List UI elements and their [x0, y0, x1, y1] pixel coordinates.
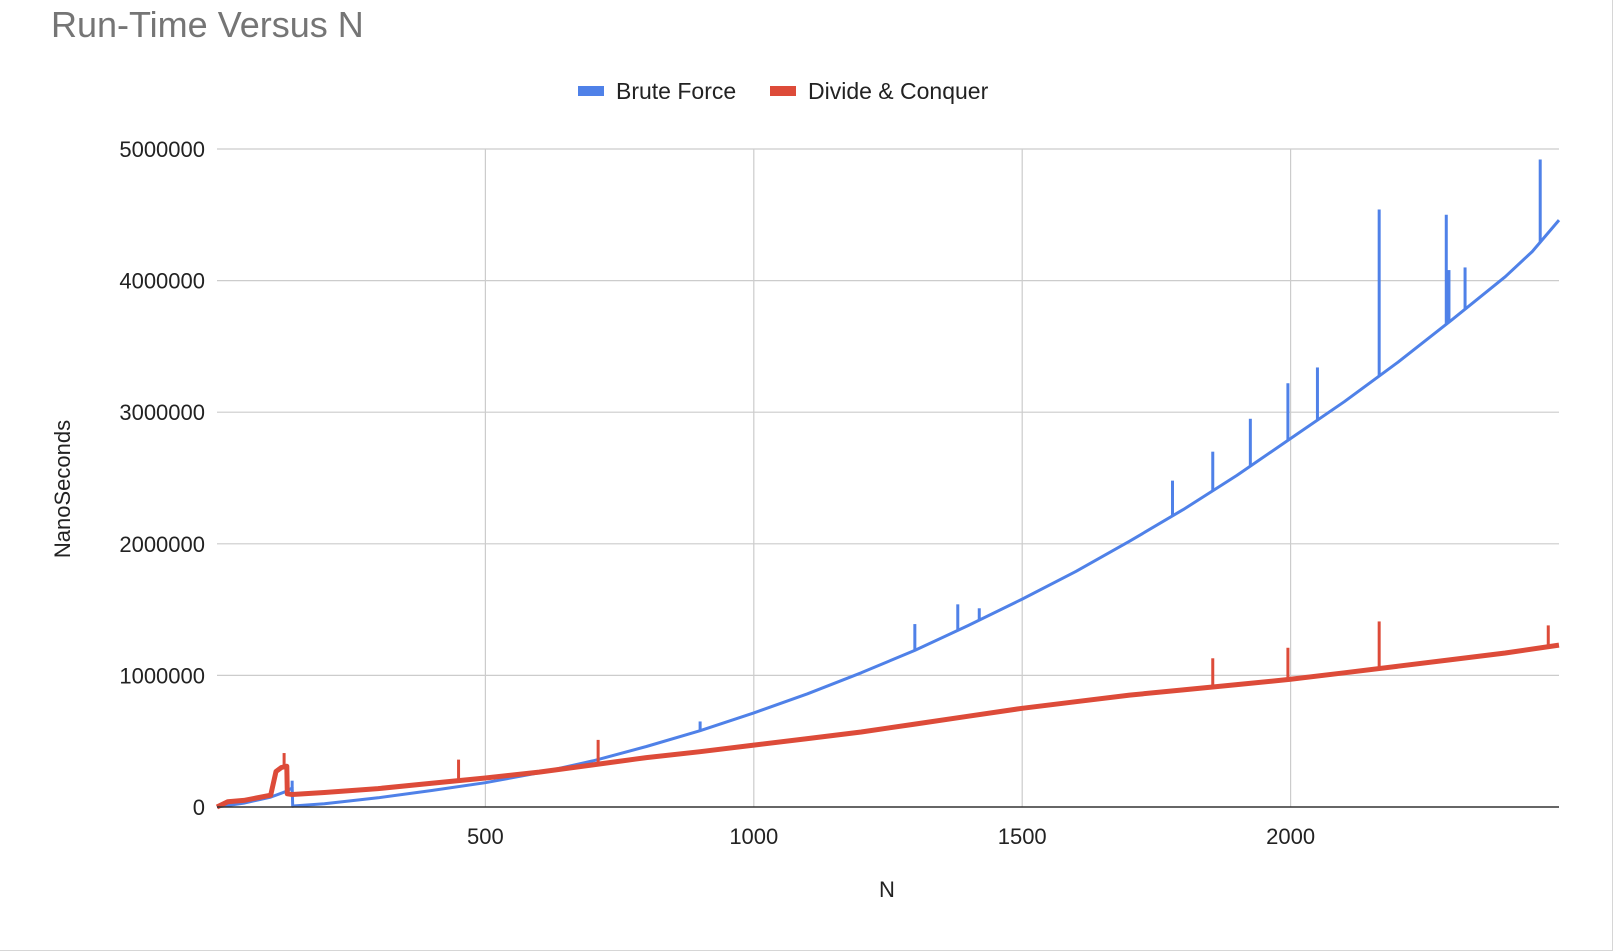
series-line [216, 219, 1561, 809]
y-tick-label: 0 [193, 795, 205, 820]
chart-title: Run-Time Versus N [51, 4, 364, 45]
x-tick-label: 2000 [1266, 824, 1315, 849]
grid-lines [217, 148, 1559, 807]
x-tick-label: 1500 [998, 824, 1047, 849]
x-axis-title: N [879, 877, 895, 902]
legend-item: Divide & Conquer [770, 78, 989, 104]
series-divide-and-conquer [215, 621, 1560, 810]
y-tick-label: 4000000 [119, 269, 205, 294]
y-tick-label: 3000000 [119, 400, 205, 425]
series-line [215, 642, 1560, 810]
legend-swatch [770, 86, 796, 96]
x-tick-label: 1000 [729, 824, 778, 849]
legend: Brute Force Divide & Conquer [578, 78, 989, 104]
legend-swatch [578, 86, 604, 96]
y-tick-label: 2000000 [119, 532, 205, 557]
x-tick-label: 500 [467, 824, 504, 849]
series-layer [215, 159, 1561, 810]
series-brute-force [216, 159, 1561, 809]
y-tick-label: 5000000 [119, 137, 205, 162]
y-axis-title: NanoSeconds [50, 420, 75, 558]
y-tick-label: 1000000 [119, 663, 205, 688]
axes: 0 1000000 2000000 3000000 4000000 5000000 500 1… [119, 137, 1559, 849]
legend-label: Divide & Conquer [808, 78, 989, 104]
legend-label: Brute Force [616, 78, 736, 104]
legend-item: Brute Force [578, 78, 736, 104]
